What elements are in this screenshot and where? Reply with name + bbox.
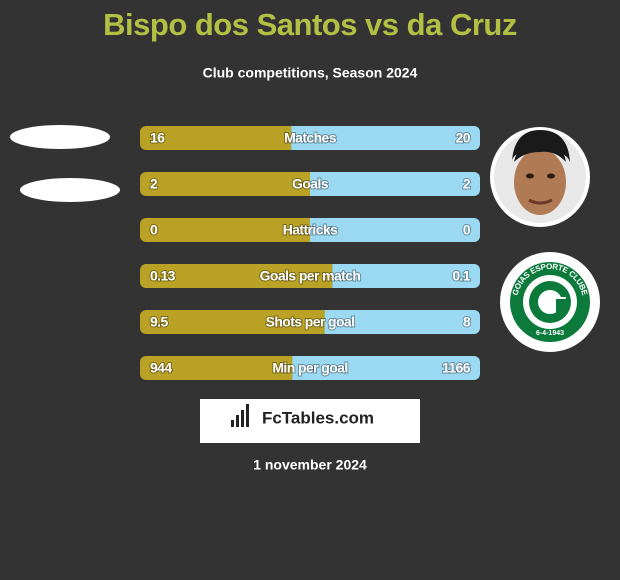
- left-value: 16: [150, 130, 165, 146]
- left-bar: [140, 264, 333, 288]
- right-value: 20: [456, 130, 471, 146]
- right-bar: [310, 218, 480, 242]
- stat-label: Goals: [292, 176, 329, 192]
- left-value: 944: [150, 360, 172, 376]
- right-value: 2: [463, 176, 471, 192]
- player-placeholder: [10, 125, 110, 149]
- left-bar: [140, 172, 310, 196]
- right-value: 0: [463, 222, 471, 238]
- left-value: 9.5: [150, 314, 168, 330]
- right-bar: [292, 356, 480, 380]
- left-value: 2: [150, 176, 158, 192]
- stat-row: [140, 172, 480, 196]
- date: 1 november 2024: [253, 457, 367, 473]
- stat-label: Matches: [284, 130, 337, 146]
- club-founded: 6-4-1943: [536, 330, 564, 337]
- title: Bispo dos Santos vs da Cruz: [103, 7, 517, 42]
- right-value: 0.1: [452, 268, 470, 284]
- right-bar: [291, 126, 480, 150]
- stat-row: [140, 264, 480, 288]
- stat-label: Hattricks: [283, 222, 338, 238]
- left-bar: [140, 126, 292, 150]
- right-bar: [332, 264, 480, 288]
- right-bar: [310, 172, 480, 196]
- stat-label: Goals per match: [260, 268, 361, 284]
- brand-box: FcTables.com: [200, 399, 420, 443]
- left-bar: [140, 356, 293, 380]
- brand: FcTables.com: [262, 408, 374, 427]
- left-value: 0.13: [150, 268, 176, 284]
- subtitle: Club competitions, Season 2024: [203, 65, 418, 81]
- left-value: 0: [150, 222, 158, 238]
- stat-rows: 16 Matches 202 Goals 20 Hattricks 00.13 Goals p…: [140, 126, 480, 380]
- stat-row: [140, 218, 480, 242]
- right-value: 1166: [442, 360, 471, 376]
- right-value: 8: [463, 314, 471, 330]
- right-bar: [324, 310, 480, 334]
- stat-label: Min per goal: [272, 360, 347, 376]
- stat-row: [140, 356, 480, 380]
- stat-label: Shots per goal: [266, 314, 355, 330]
- club-badge: GOIAS ESPORTE CLUBE 6-4-1943: [500, 252, 600, 352]
- stat-row: [140, 310, 480, 334]
- player-photo: [490, 127, 590, 227]
- left-bar: [140, 218, 310, 242]
- club-placeholder: [20, 178, 120, 202]
- left-bar: [140, 310, 325, 334]
- stat-row: [140, 126, 480, 150]
